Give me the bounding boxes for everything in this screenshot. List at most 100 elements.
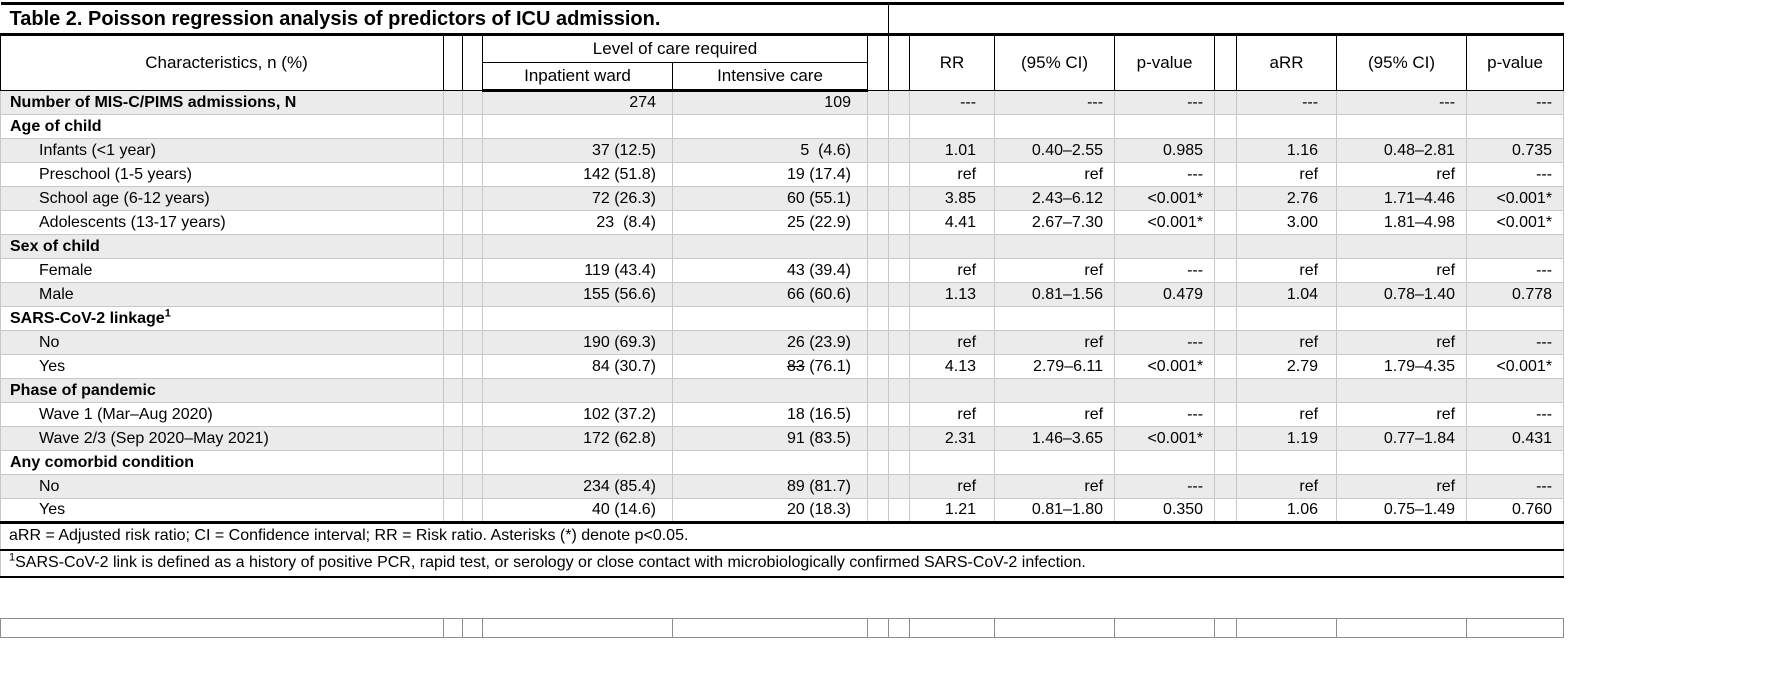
spacer-cell bbox=[888, 234, 911, 259]
cell-inpatient-ward: 37 (12.5) bbox=[482, 138, 673, 163]
spacer-header bbox=[888, 34, 911, 91]
row-label: Any comorbid condition bbox=[0, 450, 444, 475]
spacer-cell bbox=[443, 162, 463, 187]
cell-intensive-care: 83 (76.1) bbox=[672, 354, 868, 379]
spacer-cell bbox=[443, 402, 463, 427]
table-row: Phase of pandemic bbox=[0, 378, 1565, 403]
cell-rr-pvalue: 0.350 bbox=[1114, 498, 1216, 523]
cell-rr-ci bbox=[994, 306, 1116, 331]
cell-arr-ci: ref bbox=[1336, 474, 1468, 499]
spacer-cell bbox=[888, 498, 911, 523]
spacer-cell bbox=[1214, 258, 1238, 283]
spacer-cell bbox=[443, 426, 463, 451]
spacer-cell bbox=[888, 210, 911, 235]
table-row: Any comorbid condition bbox=[0, 450, 1565, 475]
column-group-level-of-care: Level of care required bbox=[482, 34, 868, 63]
spacer-cell bbox=[888, 186, 911, 211]
cell-arr-pvalue: <0.001* bbox=[1466, 354, 1565, 379]
cell-arr-ci: 0.75–1.49 bbox=[1336, 498, 1468, 523]
cell-rr-pvalue: --- bbox=[1114, 402, 1216, 427]
table-row: Age of child bbox=[0, 114, 1565, 139]
cell-rr: --- bbox=[909, 90, 996, 115]
cell-rr-ci: ref bbox=[994, 402, 1116, 427]
cell-arr-pvalue bbox=[1466, 114, 1565, 139]
footnote-row: 1SARS-CoV-2 link is defined as a history… bbox=[0, 548, 1565, 578]
spacer-cell bbox=[1214, 378, 1238, 403]
spacer-cell bbox=[462, 282, 483, 307]
cell-arr-pvalue bbox=[1466, 378, 1565, 403]
spacer-cell bbox=[443, 210, 463, 235]
cell-intensive-care: 19 (17.4) bbox=[672, 162, 868, 187]
spacer-cell bbox=[462, 402, 483, 427]
cell-intensive-care: 20 (18.3) bbox=[672, 498, 868, 523]
spacer-cell bbox=[462, 138, 483, 163]
spacer-cell bbox=[1214, 330, 1238, 355]
cell-arr-pvalue: --- bbox=[1466, 90, 1565, 115]
cell-arr bbox=[1236, 378, 1338, 403]
blank-gap-row bbox=[0, 576, 1564, 619]
cell-inpatient-ward bbox=[482, 234, 673, 259]
cell-inpatient-ward bbox=[482, 450, 673, 475]
cell-intensive-care: 89 (81.7) bbox=[672, 474, 868, 499]
cell-intensive-care: 26 (23.9) bbox=[672, 330, 868, 355]
cell-arr-ci: 0.48–2.81 bbox=[1336, 138, 1468, 163]
cell-inpatient-ward: 40 (14.6) bbox=[482, 498, 673, 523]
column-header-rr-pvalue: p-value bbox=[1114, 34, 1216, 91]
spacer-cell bbox=[888, 258, 911, 283]
spacer-cell bbox=[443, 474, 463, 499]
cell-arr-ci: ref bbox=[1336, 402, 1468, 427]
row-label: Preschool (1-5 years) bbox=[0, 162, 444, 187]
spacer-cell bbox=[1214, 138, 1238, 163]
row-label: Sex of child bbox=[0, 234, 444, 259]
header-row-1: Characteristics, n (%) Level of care req… bbox=[0, 34, 1565, 91]
spacer-cell bbox=[866, 402, 890, 427]
cell-rr bbox=[909, 450, 996, 475]
cell-arr-ci: 1.79–4.35 bbox=[1336, 354, 1468, 379]
spacer-cell bbox=[888, 330, 911, 355]
spacer-cell bbox=[1214, 402, 1238, 427]
cell-rr: ref bbox=[909, 474, 996, 499]
spacer-cell bbox=[866, 114, 890, 139]
spacer-cell bbox=[1214, 498, 1238, 523]
spacer-cell bbox=[1214, 90, 1238, 115]
table-row: No 234 (85.4) 89 (81.7) ref ref --- ref ref --- bbox=[0, 474, 1565, 499]
cell-rr-pvalue bbox=[1114, 306, 1216, 331]
row-label: Infants (<1 year) bbox=[0, 138, 444, 163]
column-header-arr: aRR bbox=[1236, 34, 1338, 91]
row-label: No bbox=[0, 330, 444, 355]
spacer-cell bbox=[1214, 306, 1238, 331]
spacer-cell bbox=[462, 210, 483, 235]
cell-intensive-care: 60 (55.1) bbox=[672, 186, 868, 211]
spacer-cell bbox=[1214, 450, 1238, 475]
row-label: Female bbox=[0, 258, 444, 283]
spacer-cell bbox=[866, 162, 890, 187]
cell-arr-ci bbox=[1336, 450, 1468, 475]
cell-arr-pvalue: --- bbox=[1466, 474, 1565, 499]
table-row: Wave 1 (Mar–Aug 2020) 102 (37.2) 18 (16.5)… bbox=[0, 402, 1565, 427]
cell-rr: 1.21 bbox=[909, 498, 996, 523]
table-row: Yes 84 (30.7) 83 (76.1) 4.13 2.79–6.11 <0.001… bbox=[0, 354, 1565, 379]
column-header-arr-pvalue: p-value bbox=[1466, 34, 1565, 91]
row-label: Yes bbox=[0, 498, 444, 523]
cell-rr: 1.01 bbox=[909, 138, 996, 163]
cell-arr-ci: 0.77–1.84 bbox=[1336, 426, 1468, 451]
table-row: Number of MIS-C/PIMS admissions, N 274 109… bbox=[0, 90, 1565, 115]
cell-rr-ci: --- bbox=[994, 90, 1116, 115]
spacer-cell bbox=[462, 498, 483, 523]
empty-grid-row bbox=[0, 618, 1565, 638]
cell-rr-pvalue: --- bbox=[1114, 162, 1216, 187]
spacer-cell bbox=[462, 234, 483, 259]
spacer-cell bbox=[443, 354, 463, 379]
cell-arr-pvalue: --- bbox=[1466, 258, 1565, 283]
cell-arr-pvalue bbox=[1466, 450, 1565, 475]
spacer-cell bbox=[1214, 474, 1238, 499]
empty-grid-cell bbox=[443, 618, 463, 638]
spacer-cell bbox=[443, 186, 463, 211]
empty-grid-cell bbox=[866, 618, 890, 638]
cell-rr-ci bbox=[994, 114, 1116, 139]
cell-rr-pvalue bbox=[1114, 234, 1216, 259]
spacer-cell bbox=[462, 114, 483, 139]
spacer-header bbox=[443, 34, 463, 91]
spacer-cell bbox=[888, 402, 911, 427]
cell-arr-pvalue: --- bbox=[1466, 402, 1565, 427]
